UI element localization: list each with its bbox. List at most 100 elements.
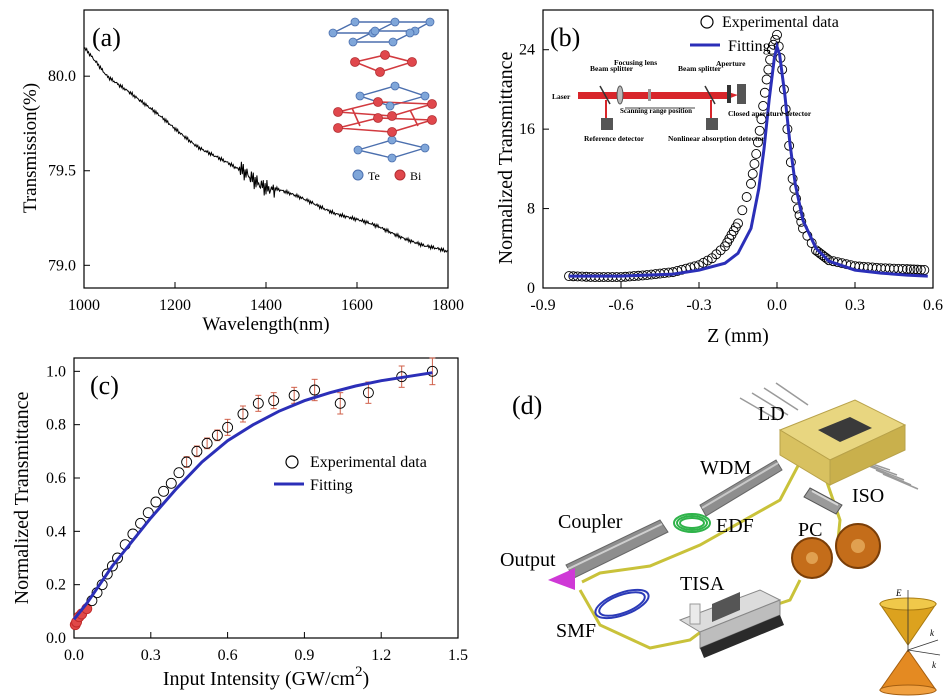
setup-label-beam-splitter-2: Beam splitter — [678, 64, 722, 73]
panel-a-ticks: 1000 1200 1400 1600 1800 79.0 79.5 80.0 — [48, 68, 464, 314]
zscan-setup-inset: Beam splitter Focusing lens Beam splitte… — [552, 58, 812, 143]
tisa-device — [678, 589, 784, 658]
y-tick-label: 0.0 — [46, 630, 66, 647]
exp-point — [752, 137, 763, 148]
setup-label-focusing-lens: Focusing lens — [614, 58, 657, 67]
setup-label-nonlinear: Nonlinear absorption detector — [668, 134, 765, 143]
panel-b-ylabel: Normalized Transmittance — [495, 52, 517, 265]
smf-coil — [594, 588, 650, 620]
panel-a-xlabel: Wavelength(nm) — [202, 314, 329, 335]
exp-point — [222, 421, 234, 433]
panel-c-xlabel-tail: ) — [363, 668, 370, 690]
dirac-cone — [879, 590, 941, 696]
y-tick-label: 0 — [527, 280, 535, 297]
x-tick-label: 0.3 — [845, 297, 865, 314]
output-arrow — [548, 568, 575, 590]
panel-b-xlabel: Z (mm) — [707, 325, 769, 347]
panel-b-frame — [542, 9, 934, 289]
panel-c: (c) 0.0 0.3 0.6 0.9 1.2 1.5 0.0 0.2 0.4 0.6 0.8 1.0… — [11, 357, 468, 690]
exp-point — [252, 397, 264, 409]
x-tick-label: 1.5 — [448, 647, 468, 664]
setup-label-scanning: Scanning range position — [620, 107, 692, 115]
panel-b: (b) -0.9 -0.6 -0.3 0.0 0.3 0.6 0 8 16 24 Z (mm) N… — [495, 9, 943, 347]
exp-point — [751, 149, 762, 159]
exp-point — [181, 456, 193, 468]
panel-a-frame — [83, 9, 449, 289]
setup-label-aperture: Aperture — [716, 59, 746, 68]
exp-point — [741, 192, 752, 202]
panel-c-legend-fit: Fitting — [310, 477, 353, 494]
x-tick-label: 1000 — [68, 297, 100, 314]
wdm-component — [699, 459, 783, 517]
x-tick-label: 1200 — [159, 297, 191, 314]
exp-point — [309, 384, 321, 396]
legend-bi-label: Bi — [410, 169, 422, 183]
exp-point — [334, 397, 346, 409]
panel-c-legend-exp: Experimental data — [310, 454, 427, 471]
smf-label: SMF — [556, 620, 596, 642]
x-tick-label: -0.9 — [530, 297, 555, 314]
panel-a-label: (a) — [92, 23, 121, 52]
legend-bi-marker — [394, 169, 406, 181]
panel-b-legend-exp: Experimental data — [722, 14, 839, 31]
x-tick-label: 1800 — [432, 297, 464, 314]
x-tick-label: 0.0 — [767, 297, 787, 314]
panel-c-frame — [73, 357, 459, 639]
cone-label-kx: k — [930, 628, 935, 638]
exp-point — [101, 568, 113, 580]
panel-b-fitting-line — [569, 41, 928, 278]
panel-a-ylabel: Transmission(%) — [20, 83, 41, 213]
wdm-label: WDM — [700, 457, 751, 479]
exp-point — [761, 74, 772, 85]
panel-c-legend-marker — [285, 455, 299, 469]
panel-b-legend-marker — [700, 15, 714, 29]
exp-point — [733, 218, 743, 229]
edf-label: EDF — [716, 515, 754, 537]
exp-point — [749, 158, 760, 169]
exp-point — [106, 560, 118, 572]
panel-d: (d) LD WDM ISO — [500, 382, 941, 696]
coupler-label: Coupler — [558, 511, 623, 533]
exp-point — [362, 387, 374, 399]
legend-te-marker — [352, 169, 364, 181]
ld-label: LD — [758, 403, 785, 425]
y-tick-label: 80.0 — [48, 68, 76, 85]
y-tick-label: 0.2 — [46, 577, 66, 594]
x-tick-label: 1400 — [250, 297, 282, 314]
exp-point — [772, 29, 782, 40]
tisa-label: TISA — [680, 573, 725, 595]
exp-point — [759, 87, 770, 98]
exp-point — [201, 437, 213, 449]
panel-c-xlabel-main: Input Intensity (GW/cm — [163, 668, 356, 690]
exp-point — [191, 445, 203, 457]
ld-package — [739, 382, 919, 490]
output-label: Output — [500, 549, 556, 571]
panel-c-label: (c) — [90, 371, 119, 400]
exp-point — [770, 34, 781, 45]
exp-point — [142, 507, 154, 519]
edf-coil — [673, 513, 711, 533]
panel-c-fitting-line — [72, 371, 433, 621]
x-tick-label: 0.9 — [294, 647, 314, 664]
pc-label: PC — [798, 519, 822, 541]
cone-label-e: E — [895, 588, 902, 598]
y-tick-label: 1.0 — [46, 363, 66, 380]
panel-a-transmission-line — [83, 47, 449, 254]
exp-point — [150, 496, 162, 508]
y-tick-label: 8 — [527, 201, 535, 218]
panel-b-label: (b) — [550, 23, 580, 52]
setup-label-laser: Laser — [552, 92, 571, 101]
exp-point — [173, 467, 185, 479]
x-tick-label: 0.0 — [64, 647, 84, 664]
exp-point — [112, 552, 123, 564]
y-tick-label: 16 — [519, 121, 535, 138]
exp-point — [747, 168, 758, 179]
x-tick-label: 0.6 — [218, 647, 238, 664]
panel-b-ticks: -0.9 -0.6 -0.3 0.0 0.3 0.6 0 8 16 24 — [519, 42, 943, 314]
pc-component — [791, 523, 881, 579]
iso-component — [803, 487, 843, 515]
setup-label-closed: Closed aperature detector — [728, 109, 812, 118]
exp-point — [268, 395, 280, 407]
x-tick-label: 0.6 — [923, 297, 943, 314]
y-tick-label: 0.8 — [46, 417, 66, 434]
